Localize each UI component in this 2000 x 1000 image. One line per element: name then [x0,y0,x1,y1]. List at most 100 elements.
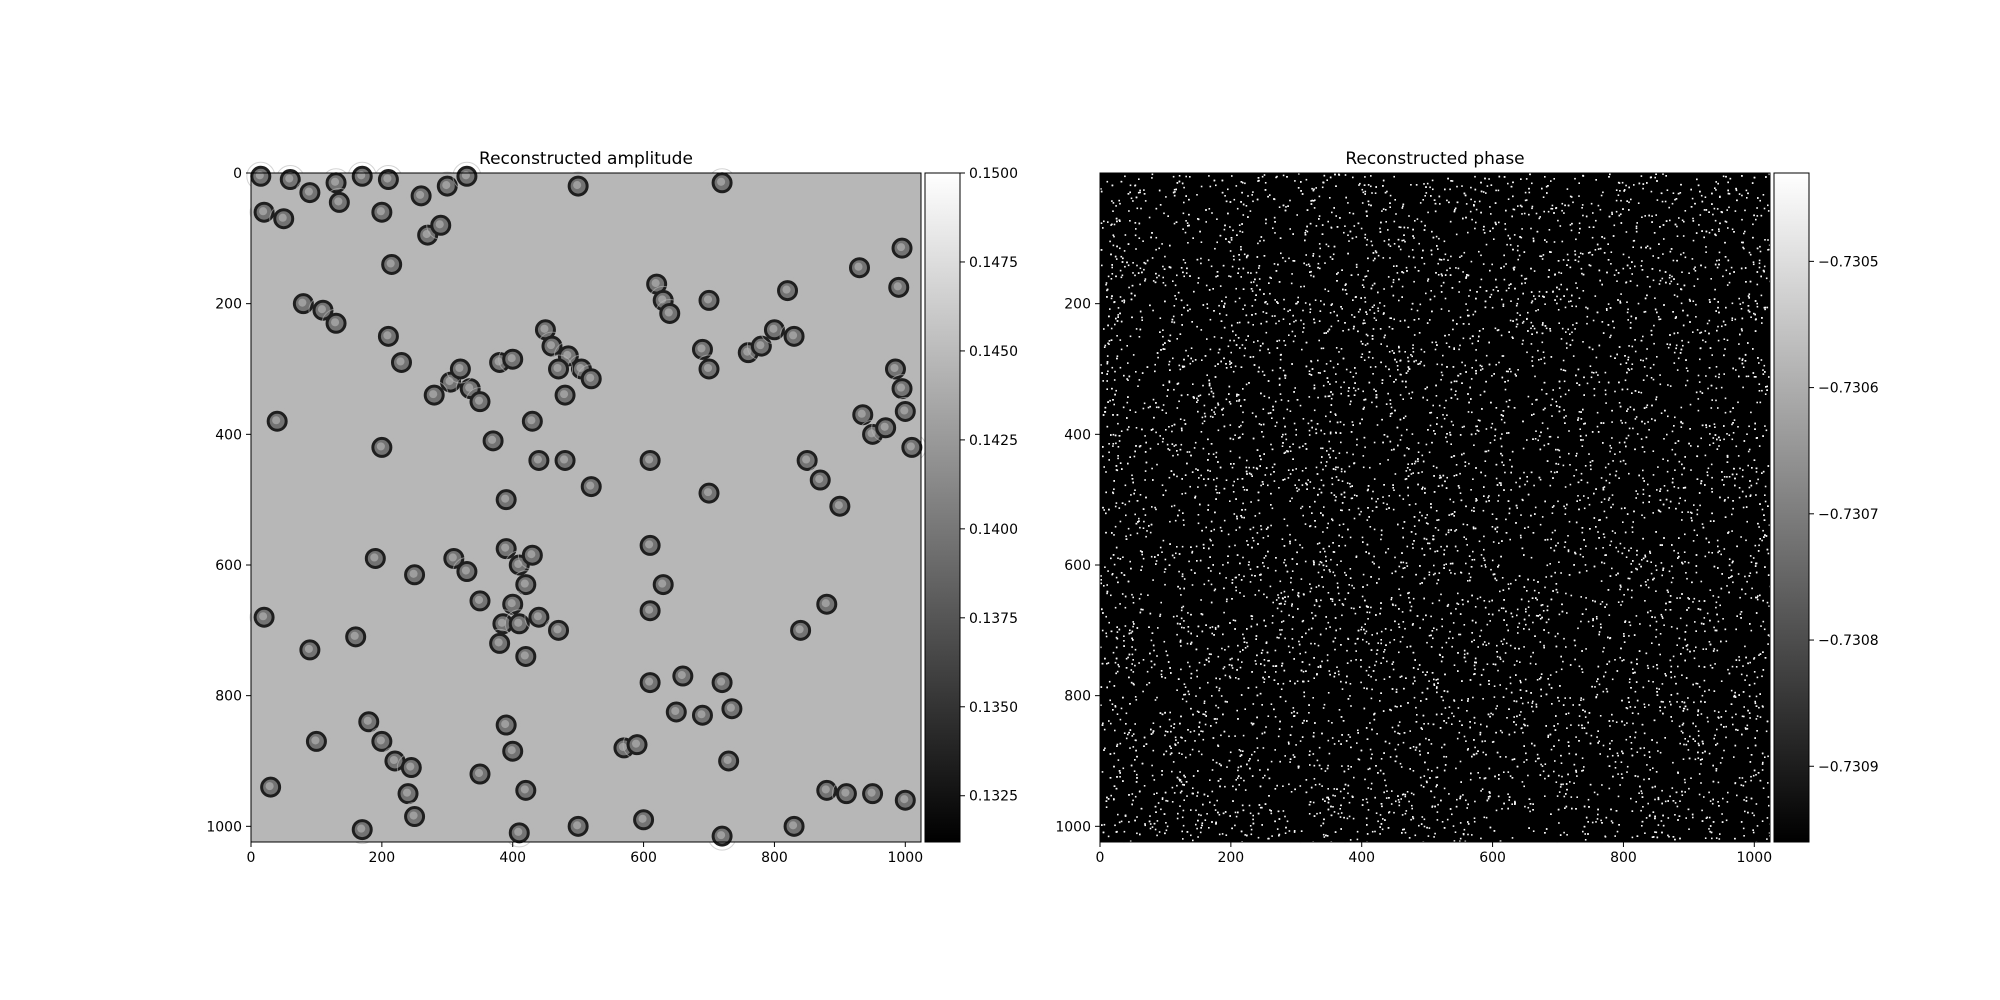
phase-speckle [1585,306,1587,309]
phase-speckle [1374,664,1376,667]
phase-speckle [1619,451,1621,453]
phase-speckle [1572,355,1575,357]
phase-speckle [1569,781,1571,783]
cell-core [311,736,320,745]
y-tick-label: 600 [215,558,242,574]
cell-halo [844,253,874,283]
phase-speckle [1140,207,1142,210]
phase-speckle [1363,399,1365,401]
phase-speckle [1582,556,1584,558]
phase-speckle [1474,227,1476,230]
cell-halo [890,785,920,815]
phase-speckle [1433,295,1436,298]
phase-speckle [1365,641,1368,643]
phase-speckle [1610,820,1613,822]
cell-core [723,755,732,765]
cell-core [789,331,798,340]
phase-speckle [1237,437,1240,439]
phase-speckle [1472,527,1475,530]
phase-speckle [1611,754,1614,757]
phase-speckle [1632,668,1634,670]
phase-speckle [1711,802,1714,805]
phase-speckle [1581,204,1584,206]
phase-speckle [1159,435,1161,437]
cell-halo [707,668,737,698]
phase-speckle [1103,823,1106,826]
phase-speckle [1309,764,1311,766]
phase-speckle [1693,597,1696,600]
phase-speckle [1441,618,1443,620]
phase-speckle [1676,805,1679,808]
phase-speckle [1364,632,1366,635]
cell-core [658,579,667,588]
cell-core [376,207,385,216]
phase-speckle [1322,514,1324,517]
phase-speckle [1245,205,1248,207]
phase-speckle [1365,275,1368,277]
phase-speckle [1182,212,1185,215]
phase-speckle [1575,736,1577,738]
phase-speckle [1161,774,1163,776]
phase-speckle [1539,523,1542,526]
phase-speckle [1441,374,1444,377]
phase-speckle [1217,429,1220,432]
phase-speckle [1352,453,1354,456]
phase-speckle [1762,787,1765,789]
phase-speckle [1643,703,1646,706]
cell-halo [831,779,861,809]
phase-speckle [1171,770,1173,773]
phase-speckle [1259,806,1262,809]
phase-speckle [1315,225,1318,227]
phase-speckle [1366,334,1369,337]
phase-speckle [1546,427,1549,430]
phase-speckle [1580,697,1582,699]
phase-speckle [1479,394,1482,396]
phase-speckle [1195,695,1197,697]
phase-speckle [1498,361,1500,364]
phase-speckle [1245,466,1248,469]
phase-speckle [1550,180,1552,182]
phase-speckle [1136,832,1138,835]
phase-speckle [1349,736,1351,738]
phase-speckle [1299,544,1301,546]
phase-speckle [1116,469,1119,472]
phase-speckle [1356,830,1359,833]
phase-speckle [1446,476,1448,479]
phase-speckle [1459,633,1462,636]
phase-speckle [1355,236,1358,238]
phase-speckle [1257,180,1259,182]
phase-speckle [1617,601,1620,603]
phase-speckle [1406,447,1408,449]
phase-speckle [1568,752,1571,755]
phase-speckle [1470,378,1473,380]
phase-speckle [1535,212,1538,215]
phase-speckle [1629,736,1631,738]
phase-speckle [1200,262,1202,265]
phase-speckle [1635,801,1637,803]
phase-speckle [1162,404,1165,406]
phase-speckle [1580,596,1582,598]
phase-speckle [1397,743,1400,746]
phase-speckle [1226,701,1228,703]
phase-speckle [1715,234,1717,237]
cell-core [697,344,706,353]
phase-speckle [1331,483,1334,486]
phase-speckle [1596,818,1599,820]
cell-halo [478,426,508,456]
phase-speckle [1489,792,1491,794]
phase-speckle [1746,728,1749,730]
phase-speckle [1216,477,1218,480]
phase-speckle [1590,734,1593,737]
cell-halo [622,730,652,760]
phase-speckle [1719,833,1721,835]
cell-halo [635,668,665,698]
phase-speckle [1179,805,1181,807]
phase-speckle [1115,469,1118,471]
phase-speckle [1428,571,1431,574]
phase-speckle [1132,799,1134,802]
phase-speckle [1472,478,1474,480]
phase-speckle [1318,746,1321,749]
phase-speckle [1166,443,1169,446]
phase-speckle [1263,395,1266,397]
phase-speckle [1233,198,1236,201]
